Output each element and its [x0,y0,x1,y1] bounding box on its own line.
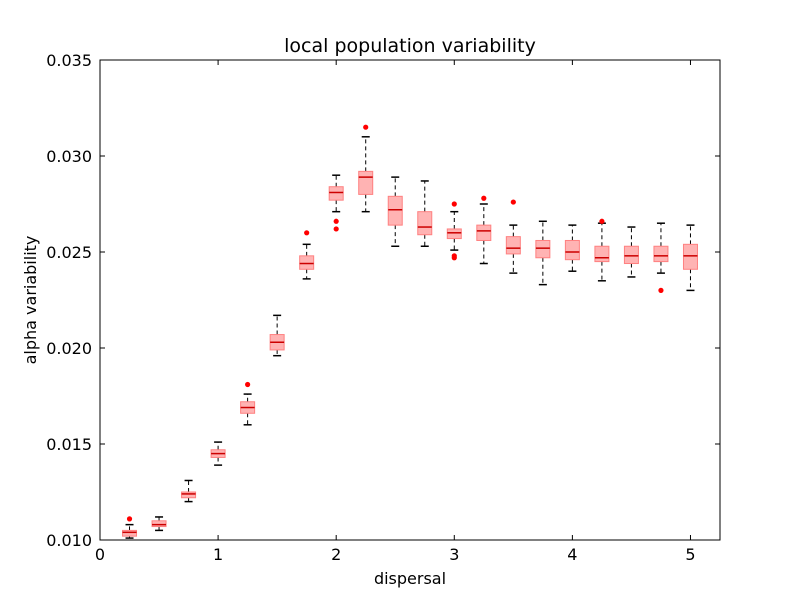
box-group [653,222,669,293]
box-group [564,224,580,272]
y-tick-label: 0.015 [46,435,92,454]
outlier-point [333,218,339,224]
x-axis-label: dispersal [374,569,446,588]
box-group [623,226,639,278]
outlier-point [599,218,605,224]
box-iqr [417,211,433,236]
box-iqr [151,520,167,528]
y-tick-label: 0.020 [46,339,92,358]
outlier-point [126,516,133,522]
x-tick-label: 1 [213,545,223,564]
box-group [240,381,256,426]
y-tick-label: 0.010 [46,531,92,550]
x-tick-label: 2 [331,545,341,564]
outlier-point [451,255,457,261]
box-iqr [564,239,580,261]
plot-frame [99,59,721,541]
y-tick-label: 0.035 [46,51,92,70]
y-tick-label: 0.030 [46,147,92,166]
x-tick-label: 4 [567,545,577,564]
box-group [505,199,521,274]
box-iqr [594,245,610,263]
plot-marks [122,124,698,539]
box-iqr [476,224,492,241]
outlier-point [481,195,487,201]
box-group [417,180,433,247]
y-axis-label: alpha variability [21,236,40,365]
outlier-point [658,287,664,293]
outlier-point [304,230,310,236]
x-tick-label: 5 [685,545,695,564]
box-iqr [682,243,698,270]
box-iqr [653,245,669,263]
box-group [328,174,344,232]
box-iqr [623,245,639,265]
y-tick-label: 0.025 [46,243,92,262]
box-iqr [505,236,521,255]
box-group [181,479,197,503]
box-iqr [446,228,462,240]
x-tick-label: 3 [449,545,459,564]
box-group [594,218,610,282]
outlier-point [363,124,369,130]
chart-title: local population variability [284,35,536,57]
box-iqr [122,529,138,537]
box-iqr [181,491,197,499]
box-group [122,516,138,539]
box-group [535,220,551,286]
outlier-point [333,226,339,232]
box-group [299,230,315,280]
box-iqr [535,239,551,259]
box-group [682,224,698,292]
x-tick-label: 0 [95,545,105,564]
box-group [476,195,492,265]
box-iqr [299,255,315,270]
box-group [269,314,285,357]
box-group [387,176,403,247]
box-group [358,124,374,213]
box-iqr [328,186,344,201]
outlier-point [451,201,457,207]
outlier-point [245,381,251,388]
axis-ticks: 0 1 2 3 4 5 0.010 0.015 0.020 0.025 0.030 0.035 [46,51,720,564]
outlier-point [510,199,516,205]
box-iqr [387,195,403,226]
box-iqr [358,170,374,195]
box-group [446,201,462,261]
box-group [151,516,167,532]
box-group [210,441,226,466]
